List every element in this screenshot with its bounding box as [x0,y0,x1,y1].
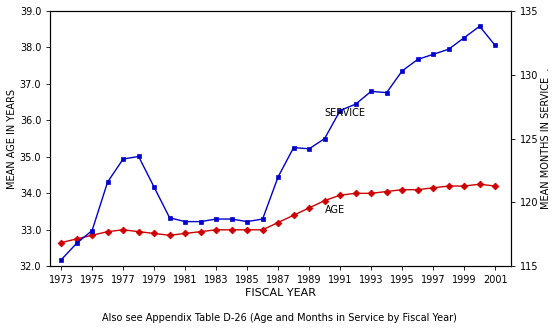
Y-axis label: MEAN AGE IN YEARS: MEAN AGE IN YEARS [7,89,17,189]
Text: SERVICE: SERVICE [325,108,365,118]
Text: AGE: AGE [325,205,345,215]
Text: Also see Appendix Table D-26 (Age and Months in Service by Fiscal Year): Also see Appendix Table D-26 (Age and Mo… [102,314,456,323]
X-axis label: FISCAL YEAR: FISCAL YEAR [245,288,316,298]
Y-axis label: MEAN MONTHS IN SERVICE  .: MEAN MONTHS IN SERVICE . [541,68,551,209]
